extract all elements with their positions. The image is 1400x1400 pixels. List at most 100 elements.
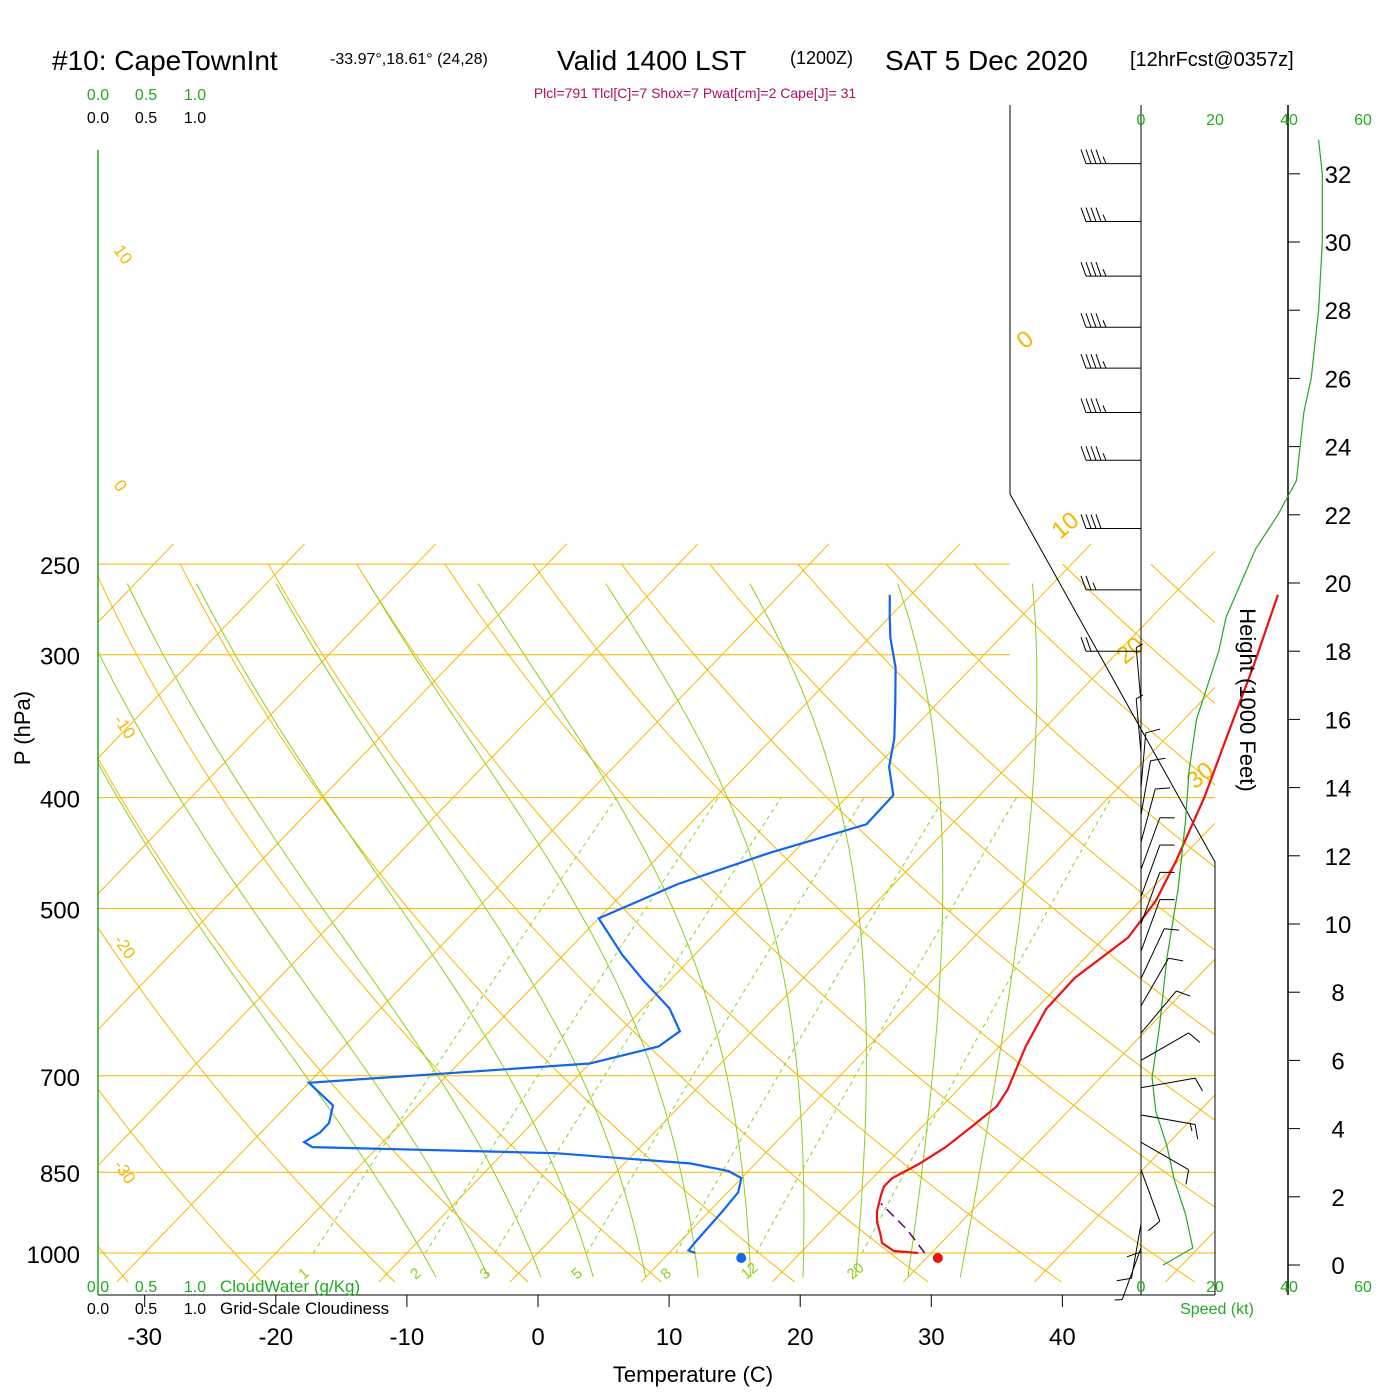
wind-barb	[1080, 398, 1141, 413]
isotherm-line	[902, 958, 1215, 1283]
barb-flag	[1080, 514, 1087, 529]
height-tick-label: 6	[1331, 1048, 1344, 1075]
barb-staff	[1140, 760, 1152, 815]
barb-half-flag	[1135, 643, 1144, 648]
wind-barb	[1116, 1223, 1142, 1282]
height-tick-label: 20	[1325, 571, 1352, 598]
y-axis-title: P (hPa)	[10, 691, 35, 765]
wind-barb	[1140, 757, 1166, 815]
barb-flag	[1095, 446, 1102, 461]
moist-adiabat-line	[605, 583, 805, 1278]
isotherm-line	[771, 822, 1215, 1283]
pressure-tick-label: 1000	[27, 1242, 80, 1269]
dry-adiabat-line	[973, 563, 1215, 786]
barb-staff	[1140, 732, 1147, 788]
wind-barb	[1140, 928, 1180, 979]
barb-flag	[1168, 957, 1184, 962]
height-tick-label: 0	[1331, 1253, 1344, 1280]
temperature-axis: -30 -20 -10 0 10 20 30 40 Temperature (C)	[127, 1295, 1076, 1387]
wind-barb	[1080, 207, 1141, 223]
barb-half-flag	[1102, 156, 1107, 164]
isotherm-line	[98, 543, 437, 895]
x-tick-label: -30	[127, 1324, 162, 1351]
barb-flag	[1150, 757, 1166, 762]
x-tick-label: 0	[531, 1324, 544, 1351]
barb-flag	[1085, 354, 1092, 369]
isotherm-label: 0	[1012, 325, 1040, 354]
barb-flag	[1085, 149, 1092, 164]
wind-barb	[1080, 313, 1141, 328]
barb-flag	[1080, 207, 1087, 222]
dry-adiabat-line	[621, 563, 1215, 1121]
barb-staff	[1140, 899, 1161, 952]
barb-flag	[1155, 787, 1171, 790]
barb-flag	[1085, 207, 1092, 222]
plot-clipped-layer	[98, 543, 1215, 1283]
barb-flag	[1194, 1077, 1203, 1092]
pressure-tick-label: 300	[40, 644, 80, 671]
forecast-date: SAT 5 Dec 2020	[885, 45, 1088, 76]
height-tick-label: 2	[1331, 1185, 1344, 1212]
dry-adiabat-line	[98, 575, 662, 1283]
height-tick-label: 12	[1325, 844, 1352, 871]
barb-flag	[1095, 261, 1102, 277]
dry-adiabat-line	[885, 563, 1215, 868]
barb-flag	[1148, 1220, 1161, 1232]
mixing-ratio-line	[861, 797, 1112, 1254]
wind-barb	[1140, 1077, 1203, 1092]
speed-tick-bottom: 0	[1137, 1279, 1146, 1296]
barb-flag	[1090, 313, 1097, 328]
isotherm-label: 20	[1112, 632, 1150, 670]
utc-time: (1200Z)	[790, 48, 853, 68]
dry-adiabat-line	[797, 563, 1215, 952]
wind-barb	[1080, 446, 1141, 461]
cloudwater-tick-top: 0.5	[135, 87, 157, 104]
cloudiness-tick-bottom: 1.0	[184, 1301, 206, 1318]
barb-half-flag	[1102, 320, 1107, 328]
isotherm-line	[640, 686, 1215, 1283]
dry-adiabats	[98, 563, 1215, 1283]
height-tick-label: 24	[1325, 435, 1352, 462]
barb-flag	[1095, 354, 1102, 369]
barb-flag	[1080, 446, 1087, 461]
dry-adiabat-line	[709, 563, 1215, 1036]
dry-adiabat-line	[98, 926, 396, 1283]
wind-barb	[1140, 1169, 1161, 1232]
barb-half-flag	[1102, 453, 1107, 461]
barb-staff	[1140, 1032, 1189, 1061]
barb-flag	[1080, 575, 1087, 590]
dry-adiabat-line	[179, 563, 796, 1283]
surface-temperature-marker	[932, 1253, 943, 1263]
speed-tick-top: 60	[1354, 112, 1372, 129]
isobars: 250 300 400 500 700 850 1000	[27, 553, 1215, 1269]
x-tick-label: 10	[656, 1324, 683, 1351]
pressure-tick-label: 700	[40, 1065, 80, 1092]
isotherm-label: 10	[1047, 507, 1085, 545]
barb-flag	[1085, 514, 1092, 529]
barb-flag	[1085, 313, 1092, 328]
pressure-tick-label: 250	[40, 553, 80, 580]
speed-tick-bottom: 60	[1354, 1279, 1372, 1296]
height-tick-label: 8	[1331, 980, 1344, 1007]
barb-flag	[1185, 1169, 1190, 1185]
moist-adiabat-line	[897, 583, 944, 1278]
mixing-ratio-line	[494, 797, 782, 1254]
speed-tick-bottom: 20	[1206, 1279, 1224, 1296]
moist-adiabat-line	[196, 583, 594, 1278]
cloudwater-tick-top: 0.0	[87, 87, 109, 104]
wind-barb	[1140, 1032, 1201, 1061]
isotherm-line	[247, 543, 961, 1283]
barb-half-flag	[1102, 214, 1107, 222]
isotherm-label: -10	[110, 711, 140, 742]
wind-barb	[1140, 817, 1175, 870]
moist-adiabat-line	[275, 583, 647, 1278]
mixing-ratio-label: 3	[477, 1265, 494, 1283]
barb-staff	[1140, 1114, 1196, 1126]
barb-staff	[1121, 1247, 1142, 1300]
wind-barb	[1140, 899, 1175, 952]
mixing-ratio-line	[675, 797, 945, 1254]
wind-barb	[1140, 1114, 1199, 1140]
barb-flag	[1095, 207, 1102, 222]
